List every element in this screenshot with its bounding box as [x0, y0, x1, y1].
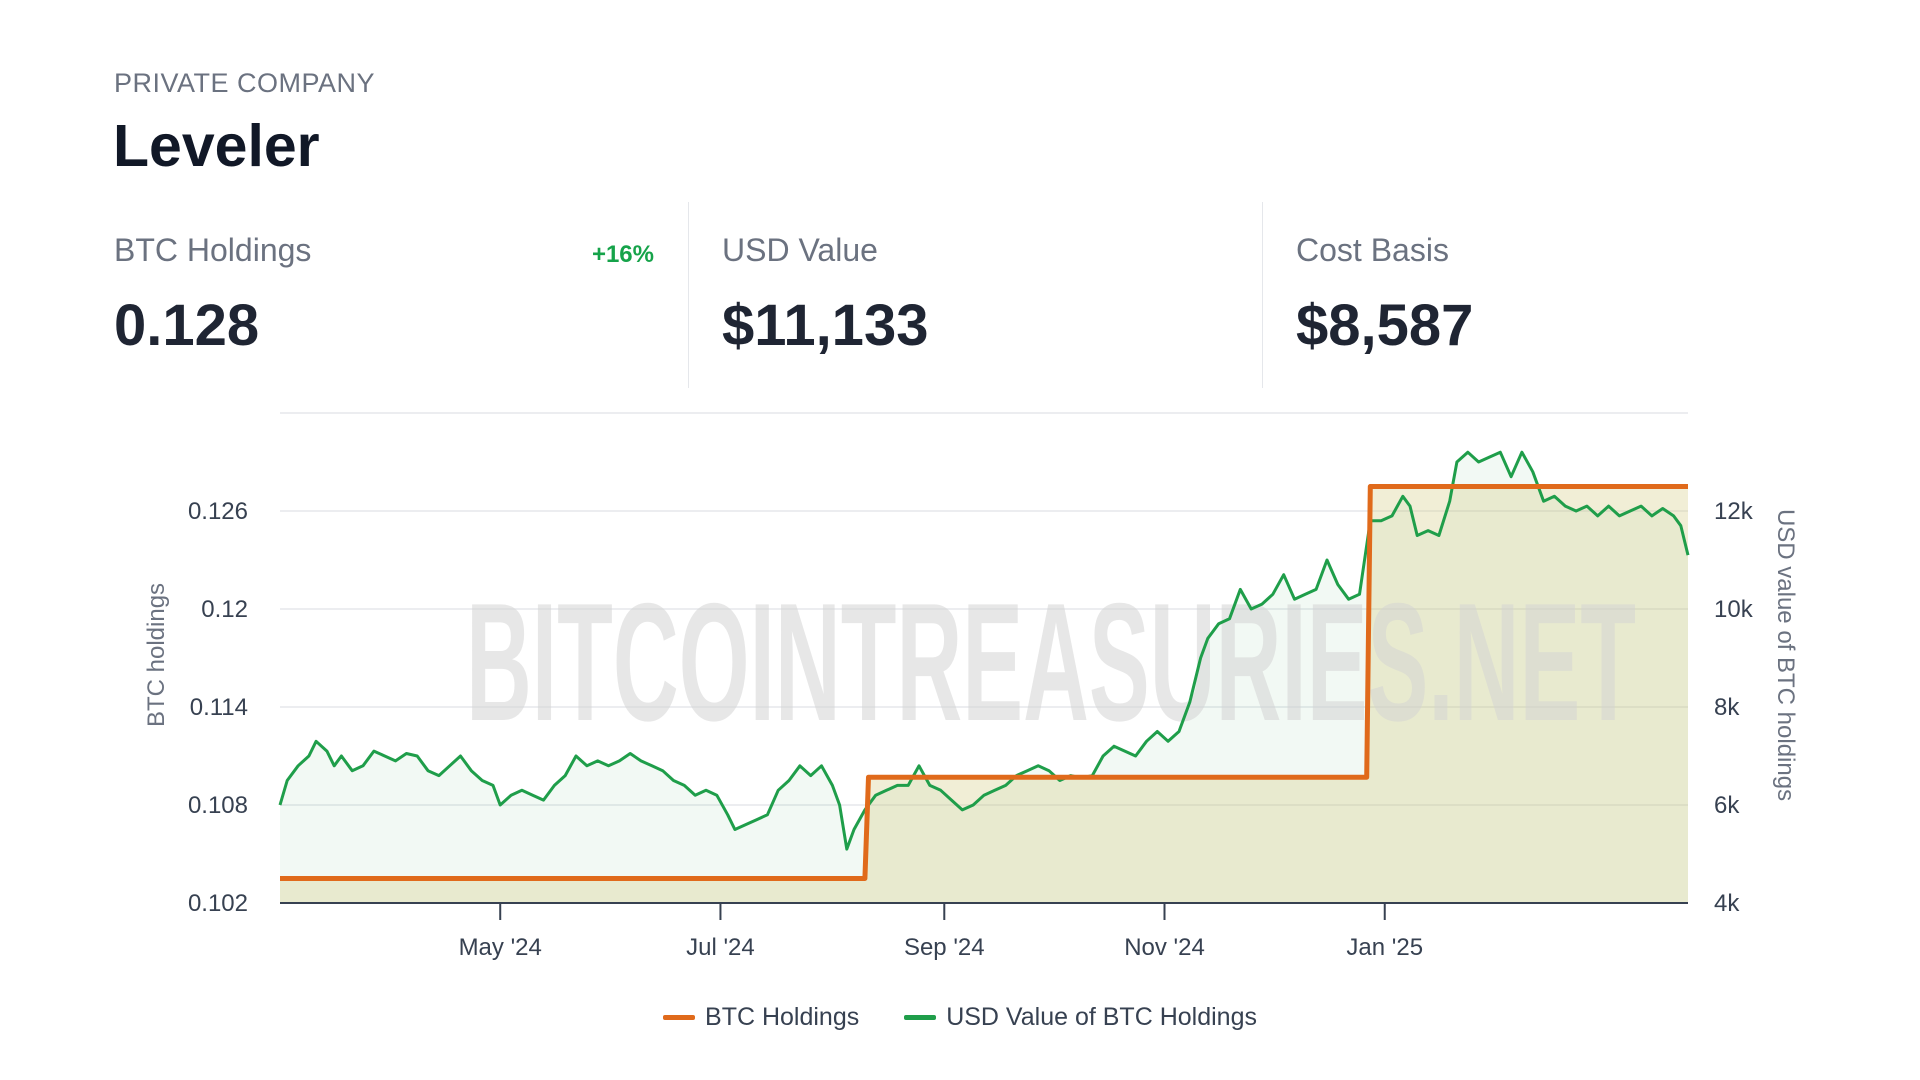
x-tick-label: Nov '24: [1124, 934, 1205, 961]
stat-label: Cost Basis: [1296, 232, 1449, 268]
chart-legend: BTC Holdings USD Value of BTC Holdings: [0, 998, 1920, 1032]
y-right-tick-label: 10k: [1714, 596, 1754, 623]
company-type: PRIVATE COMPANY: [114, 68, 376, 98]
legend-item-btc[interactable]: BTC Holdings: [663, 1003, 859, 1032]
usd-value-area: [280, 452, 1688, 903]
y-right-tick-label: 8k: [1714, 694, 1740, 721]
y-right-tick-label: 12k: [1714, 498, 1754, 525]
btc-holdings-line: [280, 484, 1688, 881]
stat-divider: [1262, 202, 1263, 388]
y-axis-left-label: BTC holdings: [143, 583, 170, 727]
chart-areas: [280, 452, 1688, 903]
x-tick-label: Jul '24: [686, 934, 755, 961]
stat-usd-value: USD Value $11,133: [722, 200, 1242, 390]
legend-swatch-usd: [904, 1015, 937, 1020]
usd-value-line: [278, 450, 1690, 851]
btc-holdings-area: [280, 486, 1688, 903]
legend-label: BTC Holdings: [705, 1003, 860, 1031]
y-left-tick-label: 0.102: [188, 890, 248, 917]
y-left-tick-label: 0.108: [188, 792, 248, 819]
chart-lines: [278, 450, 1690, 881]
legend-label: USD Value of BTC Holdings: [946, 1003, 1257, 1031]
stat-change-badge: +16%: [591, 241, 654, 268]
x-tick-label: May '24: [459, 934, 542, 961]
stat-label: USD Value: [722, 232, 878, 268]
y-right-tick-label: 6k: [1714, 792, 1740, 819]
stat-divider: [688, 202, 689, 388]
chart-axes: 0.102 0.108 0.114 0.12 0.126 4k 6k 8k 10k 12k May …: [188, 498, 1754, 961]
chart-grid: [280, 412, 1688, 806]
x-tick-label: Sep '24: [904, 934, 985, 961]
y-axis-right-label: USD value of BTC holdings: [1772, 509, 1799, 801]
y-left-tick-label: 0.12: [201, 596, 248, 623]
y-left-tick-label: 0.126: [188, 498, 248, 525]
y-right-tick-label: 4k: [1714, 890, 1740, 917]
stat-value: $11,133: [722, 293, 929, 358]
stat-value: $8,587: [1296, 293, 1474, 358]
y-left-tick-label: 0.114: [190, 694, 248, 721]
stat-value: 0.128: [114, 293, 260, 358]
legend-swatch-btc: [663, 1015, 696, 1020]
legend-item-usd[interactable]: USD Value of BTC Holdings: [904, 1003, 1257, 1032]
stat-btc-holdings: BTC Holdings +16% 0.128: [114, 200, 654, 390]
x-tick-label: Jan '25: [1346, 934, 1423, 961]
stat-cost-basis: Cost Basis $8,587: [1296, 200, 1816, 390]
chart-watermark: BITCOINTREASURIES.NET: [466, 568, 1636, 756]
stat-label: BTC Holdings: [114, 232, 312, 268]
company-name: Leveler: [113, 113, 320, 179]
